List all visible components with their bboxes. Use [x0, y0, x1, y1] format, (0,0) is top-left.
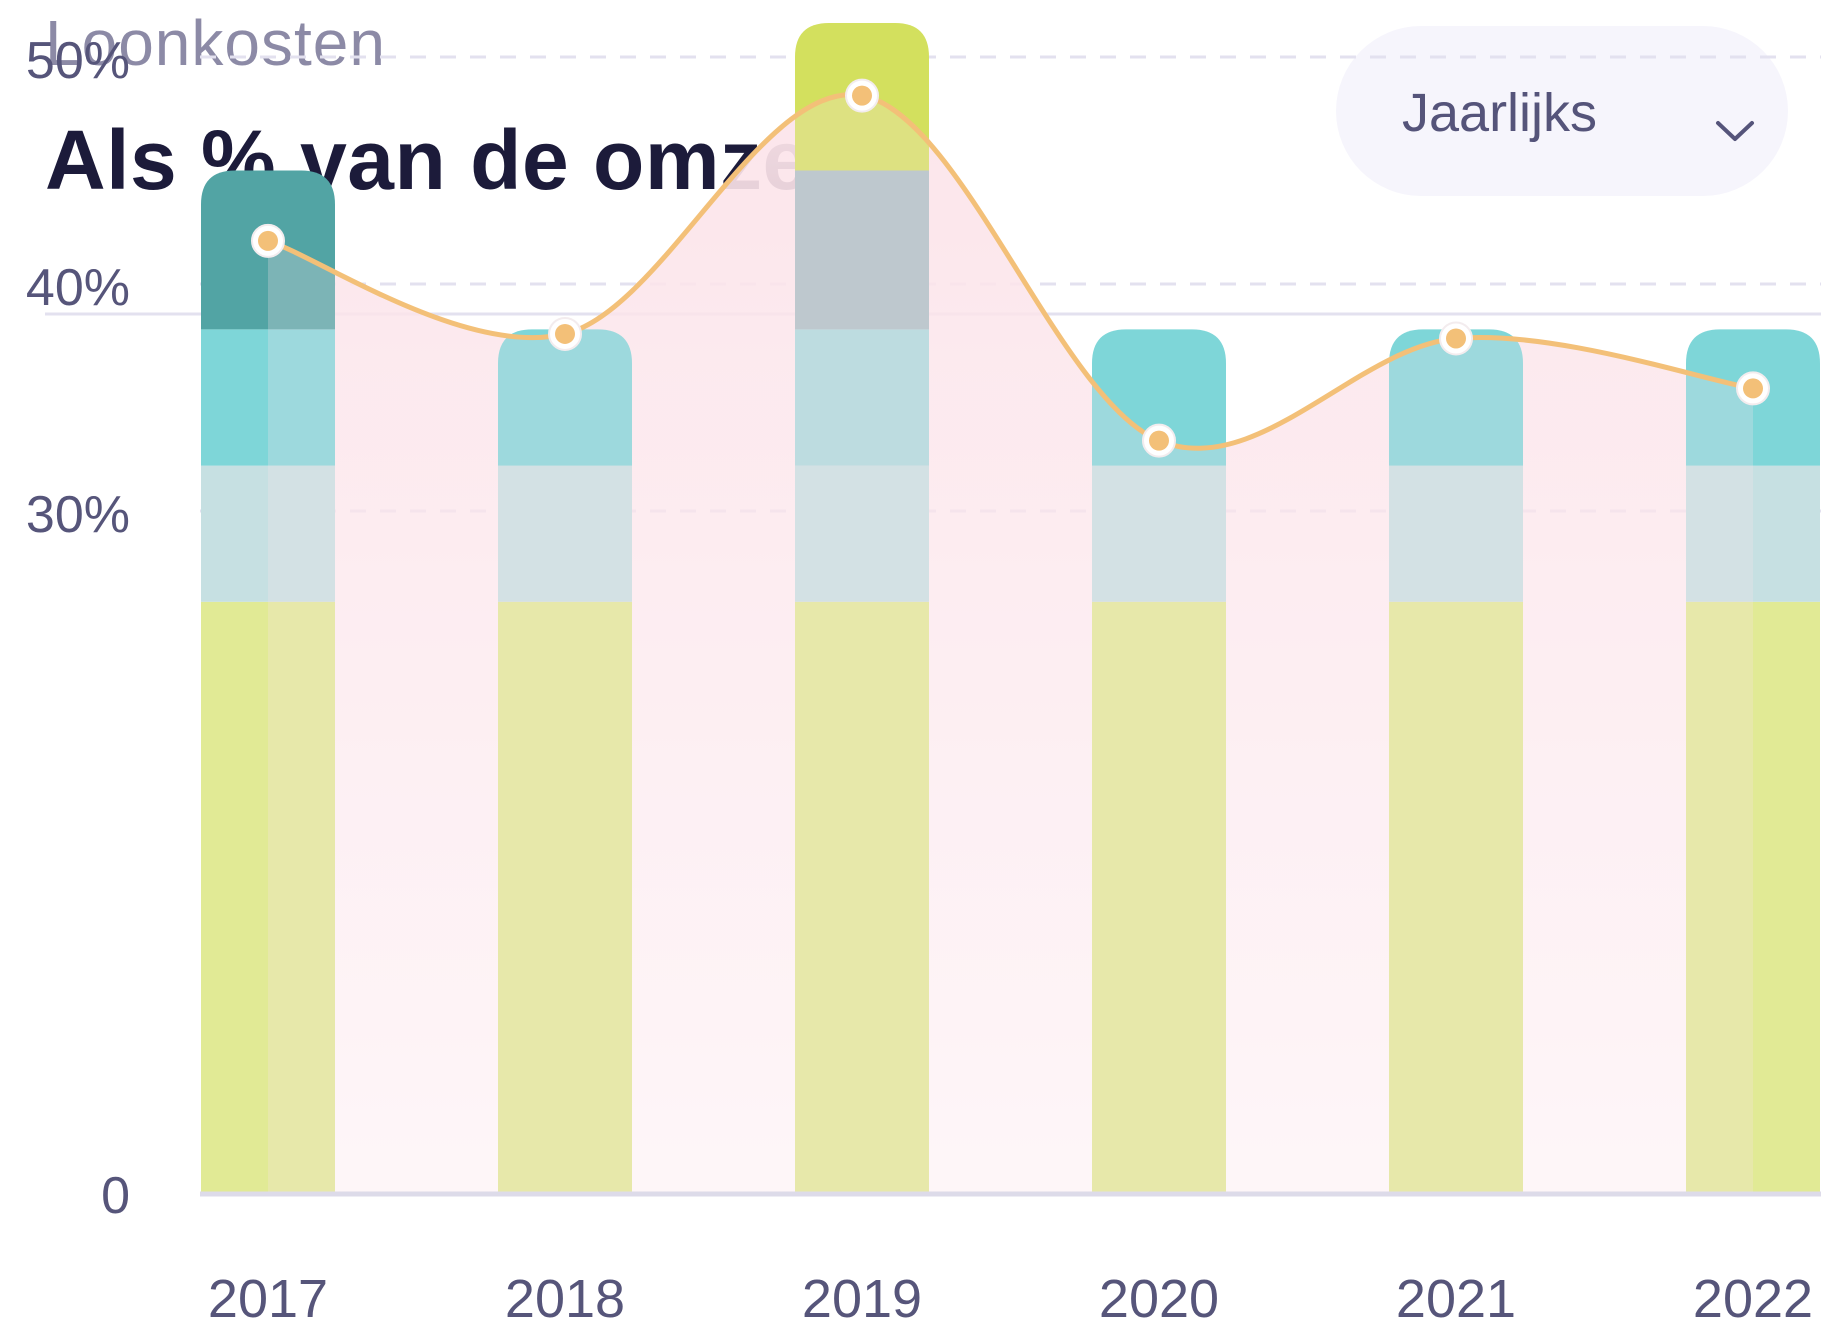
- bar-segment-2017-2: [201, 329, 335, 466]
- y-tick-label: 40%: [26, 259, 130, 317]
- bar-segment-2021-2: [1389, 329, 1523, 466]
- point-2018: [555, 323, 575, 344]
- bar-segment-2019-2: [795, 329, 929, 466]
- bar-2017: [201, 170, 335, 1192]
- y-tick-label: 30%: [26, 486, 130, 544]
- y-tick-label: 0: [101, 1167, 130, 1225]
- bar-segment-2022-1: [1686, 465, 1820, 602]
- period-dropdown-label: Jaarlijks: [1402, 83, 1598, 143]
- bar-2021: [1389, 329, 1523, 1192]
- bar-2020: [1092, 329, 1226, 1192]
- bar-2019: [795, 22, 929, 1192]
- bar-segment-2021-1: [1389, 465, 1523, 602]
- bar-segment-2018-2: [498, 329, 632, 466]
- point-2019: [852, 85, 872, 106]
- bar-segment-2018-0: [498, 601, 632, 1192]
- bar-segment-2017-1: [201, 465, 335, 602]
- bar-segment-2020-2: [1092, 329, 1226, 466]
- bar-segment-2017-0: [201, 601, 335, 1192]
- x-tick-label: 2018: [505, 1269, 625, 1329]
- point-2017: [258, 230, 278, 251]
- page-title: Als % van de omzet: [45, 113, 839, 207]
- x-tick-label: 2020: [1099, 1269, 1219, 1329]
- x-tick-label: 2021: [1396, 1269, 1516, 1329]
- period-dropdown[interactable]: Jaarlijks: [1336, 26, 1788, 196]
- bar-segment-2020-1: [1092, 465, 1226, 602]
- x-tick-label: 2022: [1693, 1269, 1813, 1329]
- chevron-down-icon: [1716, 121, 1754, 141]
- x-tick-label: 2017: [208, 1269, 328, 1329]
- y-tick-label: 50%: [26, 32, 130, 90]
- subtitle: Loonkosten: [45, 7, 386, 79]
- point-2022: [1743, 378, 1763, 399]
- bar-segment-2022-0: [1686, 601, 1820, 1192]
- bar-segment-2019-3: [795, 170, 929, 330]
- bar-2018: [498, 329, 632, 1192]
- x-tick-label: 2019: [802, 1269, 922, 1329]
- bar-segment-2019-1: [795, 465, 929, 602]
- bar-segment-2021-0: [1389, 601, 1523, 1192]
- bar-segment-2018-1: [498, 465, 632, 602]
- point-2020: [1149, 430, 1169, 451]
- point-2021: [1446, 328, 1466, 349]
- bar-segment-2020-0: [1092, 601, 1226, 1192]
- line-area-overlay: [268, 94, 1753, 1192]
- line-area: [268, 94, 1753, 1192]
- bar-segment-2019-0: [795, 601, 929, 1192]
